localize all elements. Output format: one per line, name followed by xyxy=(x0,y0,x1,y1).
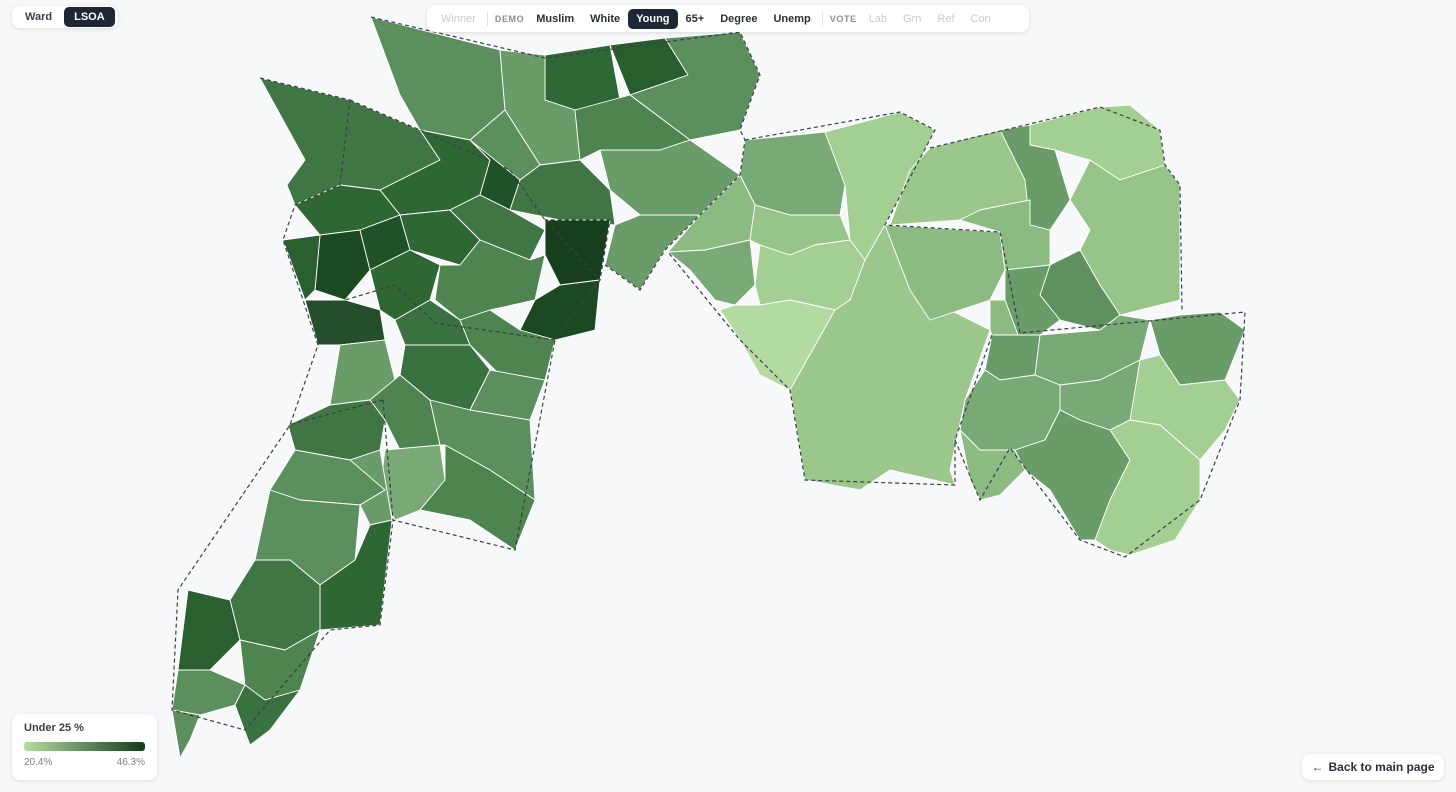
layer-bar: Winner DEMO Muslim White Young 65+ Degre… xyxy=(427,5,1029,32)
lsoa-area[interactable] xyxy=(629,31,761,141)
lsoa-area[interactable] xyxy=(234,684,301,746)
lsoa-area[interactable] xyxy=(314,229,371,301)
layer-muslim[interactable]: Muslim xyxy=(536,12,575,25)
layer-young[interactable]: Young xyxy=(628,8,678,29)
back-to-main-button[interactable]: ← Back to main page xyxy=(1302,754,1444,780)
level-toggle: Ward LSOA xyxy=(12,6,118,28)
legend-range: 20.4% 46.3% xyxy=(24,757,145,768)
lsoa-area[interactable] xyxy=(509,159,616,226)
lsoa-area[interactable] xyxy=(754,239,866,311)
layer-65plus[interactable]: 65+ xyxy=(685,12,705,25)
layer-con[interactable]: Con xyxy=(970,12,991,25)
legend-min: 20.4% xyxy=(24,757,53,768)
ward-toggle[interactable]: Ward xyxy=(25,11,53,23)
lsoa-area[interactable] xyxy=(667,239,756,306)
legend-title: Under 25 % xyxy=(24,722,84,734)
group-label-demo: DEMO xyxy=(494,13,525,24)
map-legend: Under 25 % 20.4% 46.3% xyxy=(12,714,157,780)
lsoa-area[interactable] xyxy=(171,669,246,716)
layer-winner[interactable]: Winner xyxy=(441,12,476,25)
group-label-vote: VOTE xyxy=(829,13,857,24)
lsoa-toggle[interactable]: LSOA xyxy=(64,7,115,27)
legend-color-ramp xyxy=(24,742,145,751)
back-button-label: Back to main page xyxy=(1328,760,1435,774)
layer-lab[interactable]: Lab xyxy=(868,12,888,25)
arrow-left-icon: ← xyxy=(1311,760,1324,774)
lsoa-area[interactable] xyxy=(984,334,1041,381)
lsoa-area[interactable] xyxy=(434,239,546,321)
lsoa-area[interactable] xyxy=(959,199,1051,271)
lsoa-area[interactable] xyxy=(229,559,321,651)
lsoa-area[interactable] xyxy=(282,234,321,301)
layer-white[interactable]: White xyxy=(590,12,621,25)
separator xyxy=(486,11,488,26)
lsoa-area[interactable] xyxy=(304,299,386,346)
layer-unemp[interactable]: Unemp xyxy=(773,12,811,25)
lsoa-area[interactable] xyxy=(959,429,1026,501)
lsoa-area[interactable] xyxy=(171,709,201,759)
lsoa-area[interactable] xyxy=(1069,159,1181,316)
separator xyxy=(821,11,823,26)
legend-max: 46.3% xyxy=(116,757,145,768)
layer-grn[interactable]: Grn xyxy=(903,12,922,25)
layer-degree[interactable]: Degree xyxy=(720,12,758,25)
lsoa-area[interactable] xyxy=(459,309,556,381)
lsoa-area[interactable] xyxy=(789,224,991,491)
lsoa-area[interactable] xyxy=(1094,419,1201,556)
lsoa-area[interactable] xyxy=(544,44,621,111)
lsoa-area[interactable] xyxy=(419,444,536,551)
layer-ref[interactable]: Ref xyxy=(937,12,955,25)
lsoa-area[interactable] xyxy=(177,589,241,671)
